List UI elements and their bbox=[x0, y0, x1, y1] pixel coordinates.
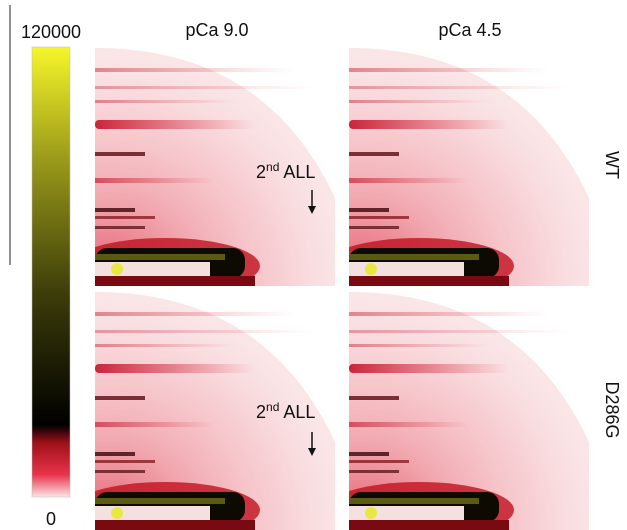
diffraction-image bbox=[324, 48, 594, 294]
row-label: WT bbox=[602, 151, 622, 179]
figure: 120000 0 pCa 9.0 pCa 4.5 WT D286G 2ndALL… bbox=[0, 0, 627, 530]
diffraction-image bbox=[324, 292, 594, 530]
colorbar bbox=[32, 47, 70, 497]
row-label: D286G bbox=[602, 381, 622, 438]
colorbar-min: 0 bbox=[46, 509, 56, 529]
colorbar-max: 120000 bbox=[21, 22, 81, 42]
column-title: pCa 4.5 bbox=[438, 20, 501, 40]
column-title: pCa 9.0 bbox=[185, 20, 248, 40]
page: 120000 0 pCa 9.0 pCa 4.5 WT D286G 2ndALL… bbox=[0, 0, 627, 530]
